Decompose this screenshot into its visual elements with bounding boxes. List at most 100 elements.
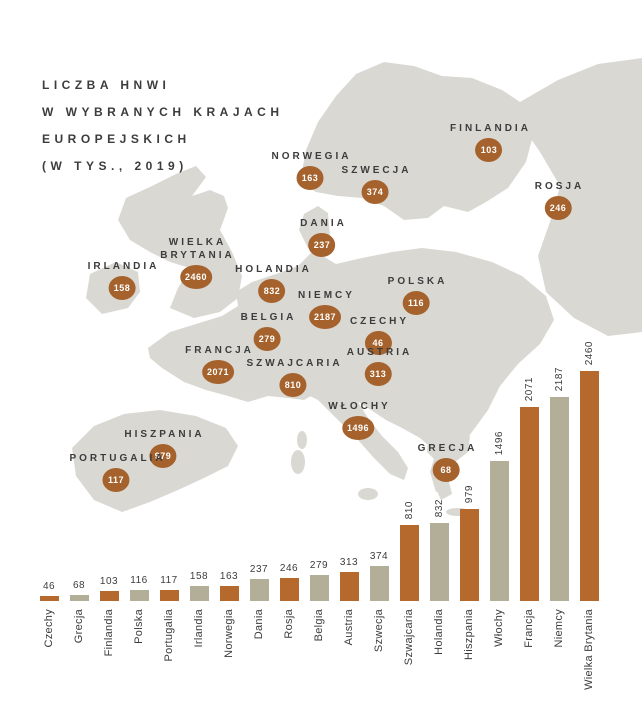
- bar-category-holder: Belgia: [313, 609, 325, 705]
- bar-category-label: Polska: [133, 609, 145, 645]
- bar-column: 103 Finlandia: [94, 576, 124, 705]
- bar-value-label: 979: [463, 485, 475, 504]
- bar: [519, 407, 539, 602]
- value-badge-niemcy: 2187: [308, 305, 342, 329]
- title-line-1: LICZBA HNWI: [42, 78, 171, 92]
- country-label-szwecja: SZWECJA: [341, 165, 412, 176]
- bar: [309, 575, 329, 602]
- bar-category-holder: Francja: [523, 609, 535, 705]
- country-label-holandia: HOLANDIA: [235, 264, 312, 275]
- bar: [339, 572, 359, 602]
- map-region-scandinavia: [300, 62, 534, 220]
- bar-category-label: Francja: [523, 609, 535, 649]
- bar: [129, 590, 149, 602]
- bar-category-label: Szwajcaria: [403, 609, 415, 666]
- bar: [579, 371, 599, 602]
- bar-column: 810 Szwajcaria: [394, 501, 424, 705]
- country-label-irlandia: IRLANDIA: [87, 261, 160, 272]
- bar-column: 2071 Francja: [514, 377, 544, 705]
- title-line-2: W WYBRANYCH KRAJACH: [42, 105, 284, 119]
- map-marker-norwegia: NORWEGIA 163: [269, 150, 352, 190]
- map-marker-austria: AUSTRIA 313: [344, 346, 412, 386]
- bar: [549, 397, 569, 602]
- bar: [189, 586, 209, 602]
- bar-category-holder: Niemcy: [553, 609, 565, 705]
- bar-category-holder: Finlandia: [103, 609, 115, 705]
- bar-column: 279 Belgia: [304, 560, 334, 705]
- bar-column: 1496 Włochy: [484, 431, 514, 705]
- bar-category-holder: Portugalia: [163, 609, 175, 705]
- bar-category-holder: Holandia: [433, 609, 445, 705]
- map-marker-wlochy: WŁOCHY 1496: [325, 400, 390, 440]
- bar-value-label: 46: [42, 581, 56, 593]
- bar-category-label: Norwegia: [223, 609, 235, 659]
- bar-value-label: 117: [160, 575, 178, 587]
- bar-value-label: 246: [279, 563, 299, 575]
- bar-category-holder: Grecja: [73, 609, 85, 705]
- bar-column: 374 Szwecja: [364, 551, 394, 705]
- bar-category-holder: Wielka Brytania: [583, 609, 595, 705]
- bar: [429, 523, 449, 602]
- country-label-finlandia: FINLANDIA: [450, 123, 531, 134]
- map-region-russia: [520, 58, 642, 336]
- map-island-sicily: [358, 488, 378, 500]
- bar-category-label: Niemcy: [553, 609, 565, 648]
- country-label-norwegia: NORWEGIA: [271, 151, 352, 162]
- country-label-francja: FRANCJA: [185, 345, 254, 356]
- value-badge-hiszpania: 979: [149, 444, 177, 468]
- bar-category-holder: Hiszpania: [463, 609, 475, 705]
- country-label-rosja: ROSJA: [534, 181, 585, 192]
- bar: [459, 509, 479, 602]
- bar-category-label: Austria: [343, 609, 355, 646]
- bar-value-label: 103: [99, 576, 119, 588]
- bar-category-holder: Szwecja: [373, 609, 385, 705]
- bar-column: 832 Holandia: [424, 499, 454, 705]
- value-badge-finlandia: 103: [475, 138, 503, 162]
- map-marker-hiszpania: HISZPANIA 979: [121, 428, 204, 468]
- bar-category-label: Czechy: [43, 609, 55, 648]
- bar-value-label: 810: [403, 501, 415, 520]
- map-marker-francja: FRANCJA 2071: [182, 344, 254, 384]
- bar-column: 117 Portugalia: [154, 575, 184, 705]
- map-marker-czechy: CZECHY 46: [347, 315, 409, 355]
- value-badge-dania: 237: [308, 233, 336, 257]
- bar-column: 2460 Wielka Brytania: [574, 341, 604, 705]
- value-badge-wlochy: 1496: [341, 416, 375, 440]
- page-title: LICZBA HNWI W WYBRANYCH KRAJACH EUROPEJS…: [42, 72, 284, 180]
- country-label-czechy: CZECHY: [349, 316, 410, 327]
- bar-value-label: 2460: [583, 341, 595, 366]
- bar-value-label: 163: [219, 571, 239, 583]
- country-label-grecja: GRECJA: [417, 443, 478, 454]
- bar-value-label: 2187: [553, 367, 565, 392]
- bar-value-label: 158: [189, 571, 209, 583]
- country-label-dania: DANIA: [300, 218, 347, 229]
- map-marker-wielka-brytania: WIELKA BRYTANIA 2460: [157, 236, 235, 289]
- bar-category-holder: Polska: [133, 609, 145, 705]
- bar: [399, 525, 419, 602]
- bar-category-holder: Irlandia: [193, 609, 205, 705]
- bar-value-label: 279: [309, 560, 329, 572]
- bar: [489, 461, 509, 602]
- map-island-sardinia: [291, 450, 305, 474]
- value-badge-portugalia: 117: [102, 468, 130, 492]
- title-line-4: (W TYS., 2019): [42, 159, 188, 173]
- bar-column: 116 Polska: [124, 575, 154, 705]
- bar-column: 2187 Niemcy: [544, 367, 574, 705]
- bar-category-holder: Włochy: [493, 609, 505, 705]
- map-marker-grecja: GRECJA 68: [415, 442, 478, 482]
- bar: [159, 590, 179, 602]
- map-island-corsica: [297, 431, 307, 449]
- map-marker-rosja: ROSJA 246: [532, 180, 584, 220]
- bar-chart: 46 Czechy 68 Grecja 103 Finlandia 116 Polska 117…: [34, 341, 604, 705]
- bar-column: 46 Czechy: [34, 581, 64, 705]
- title-line-3: EUROPEJSKICH: [42, 132, 191, 146]
- map-marker-finlandia: FINLANDIA 103: [447, 122, 531, 162]
- country-label-portugalia: PORTUGALIA: [69, 453, 166, 464]
- value-badge-austria: 313: [364, 362, 392, 386]
- bar-category-label: Wielka Brytania: [583, 609, 595, 691]
- map-marker-szwajcaria: SZWAJCARIA 810: [243, 357, 342, 397]
- value-badge-belgia: 279: [253, 327, 281, 351]
- bar-column: 68 Grecja: [64, 580, 94, 705]
- map-marker-szwecja: SZWECJA 374: [339, 164, 412, 204]
